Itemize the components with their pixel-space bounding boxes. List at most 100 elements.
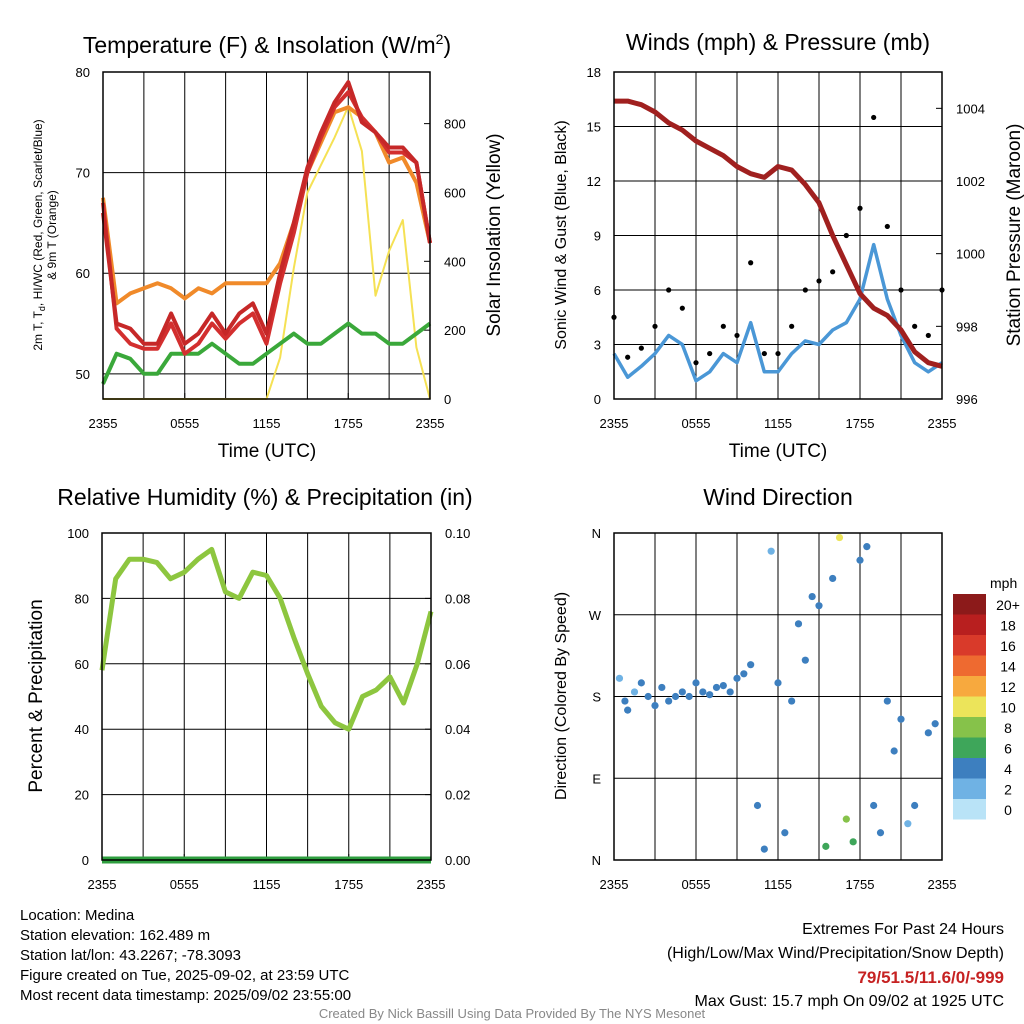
legend-swatch [953, 717, 986, 738]
gust-point [775, 350, 781, 357]
direction-point [671, 692, 680, 701]
legend-swatch [953, 737, 986, 758]
station-info: Location: Medina Station elevation: 162.… [20, 906, 351, 1006]
temp-ylabel-right: Solar Insolation (Yellow) [484, 133, 505, 336]
x-tick-label: 2355 [89, 416, 118, 431]
y2-tick-label: 600 [444, 185, 466, 200]
temp-title: Temperature (F) & Insolation (W/m2) [83, 31, 451, 58]
y2-tick-label: 200 [444, 323, 466, 338]
gust-point [679, 305, 685, 311]
direction-point [815, 602, 823, 610]
direction-point [788, 697, 796, 705]
x-tick-label: 0555 [170, 877, 199, 892]
extremes-values: 79/51.5/11.6/0/-999 [857, 968, 1004, 987]
direction-point [726, 688, 734, 696]
x-tick-label: 2355 [600, 416, 629, 431]
temp-ylabel-left: 2m T, Td, HI/WC (Red, Green, Scarlet/Blu… [31, 119, 47, 350]
x-tick-label: 1755 [334, 877, 363, 892]
gust-point [857, 205, 863, 211]
rh-panel: Relative Humidity (%) & Precipitation (i… [26, 484, 473, 892]
y-tick-label: 0 [594, 392, 601, 407]
rh-grid: 2355 0555 1155 1755 2355 0 20 40 60 80 100 0.00 0.02… [67, 526, 470, 892]
legend-swatch [953, 778, 986, 799]
gust-point [748, 260, 754, 266]
x-tick-label: 1755 [846, 416, 875, 431]
legend-swatch [953, 758, 986, 779]
gust-point [925, 332, 931, 339]
extremes-subtitle: (High/Low/Max Wind/Precipitation/Snow De… [666, 945, 1004, 962]
y-tick-label: N [592, 526, 601, 541]
wind-xlabel: Time (UTC) [729, 441, 828, 462]
legend-label: 6 [1004, 741, 1012, 757]
y-tick-label: 12 [587, 174, 601, 189]
y2-tick-label: 1000 [956, 247, 985, 262]
info-created: Figure created on Tue, 2025-09-02, at 23… [20, 967, 350, 984]
direction-point [849, 838, 857, 846]
legend-swatch [953, 635, 986, 656]
direction-point [767, 547, 775, 555]
legend-swatch [953, 676, 986, 697]
y-tick-label: 100 [67, 526, 89, 541]
info-latlon: Station lat/lon: 43.2267; -78.3093 [20, 947, 242, 964]
direction-point [842, 815, 850, 823]
x-tick-label: 2355 [416, 416, 445, 431]
direction-point [883, 697, 891, 705]
extremes-title: Extremes For Past 24 Hours [802, 921, 1004, 938]
direction-point [733, 674, 741, 682]
temperature-panel: Temperature (F) & Insolation (W/m2) 2355… [31, 31, 505, 462]
direction-point [719, 682, 727, 690]
info-recent: Most recent data timestamp: 2025/09/02 2… [20, 987, 352, 1004]
legend-swatch [953, 696, 986, 717]
rh-plot-frame [101, 532, 432, 861]
gust-point [625, 354, 631, 360]
gust-point [843, 232, 849, 239]
info-elevation: Station elevation: 162.489 m [20, 927, 211, 944]
temp-xlabel: Time (UTC) [218, 441, 317, 462]
y2-tick-label: 800 [444, 117, 466, 132]
wind-series [611, 98, 945, 383]
legend-label: 10 [1000, 700, 1016, 716]
y2-tick-label: 0.10 [445, 526, 470, 541]
direction-point [829, 574, 837, 583]
legend-swatch [953, 594, 986, 615]
y-tick-label: 3 [594, 338, 601, 353]
x-tick-label: 1155 [253, 416, 281, 431]
y-tick-label: 80 [76, 65, 90, 80]
y-tick-label: 6 [594, 283, 601, 298]
wind-ylabel-left: Sonic Wind & Gust (Blue, Black) [553, 120, 570, 349]
direction-point [712, 683, 721, 692]
direction-point [678, 688, 686, 696]
legend-label: 20+ [996, 597, 1020, 613]
y2-tick-label: 1004 [956, 101, 985, 116]
wind-ylabel-right: Station Pressure (Maroon) [1004, 124, 1024, 347]
gust-point [693, 360, 699, 366]
y-tick-label: 50 [76, 367, 90, 382]
direction-point [637, 679, 645, 687]
direction-point [630, 688, 639, 696]
direction-point [808, 592, 816, 601]
legend-label: 4 [1004, 761, 1012, 777]
y-tick-label: S [592, 690, 601, 705]
gust-point [884, 223, 890, 230]
y-tick-label: E [592, 771, 601, 786]
direction-point [904, 820, 912, 828]
direction-point [781, 829, 789, 837]
speed-legend: 20+ 18 16 14 12 10 8 6 4 2 0 [953, 594, 1020, 820]
legend-label: 0 [1004, 802, 1012, 818]
gust-point [720, 323, 726, 329]
x-tick-label: 1755 [846, 877, 875, 892]
legend-label: 14 [1000, 659, 1016, 675]
x-tick-label: 2355 [88, 877, 117, 892]
x-tick-label: 0555 [170, 416, 199, 431]
legend-label: 2 [1004, 782, 1012, 798]
direction-point [774, 679, 782, 687]
direction-point [747, 661, 755, 669]
x-tick-label: 1155 [764, 877, 792, 892]
dir-grid: 2355 0555 1155 1755 2355 N E S W N [589, 526, 957, 892]
direction-point [665, 697, 673, 705]
legend-swatch [953, 614, 986, 635]
series-line-relative-humidity [99, 546, 434, 732]
temp-plot-frame [102, 71, 431, 400]
direction-point [740, 670, 748, 678]
